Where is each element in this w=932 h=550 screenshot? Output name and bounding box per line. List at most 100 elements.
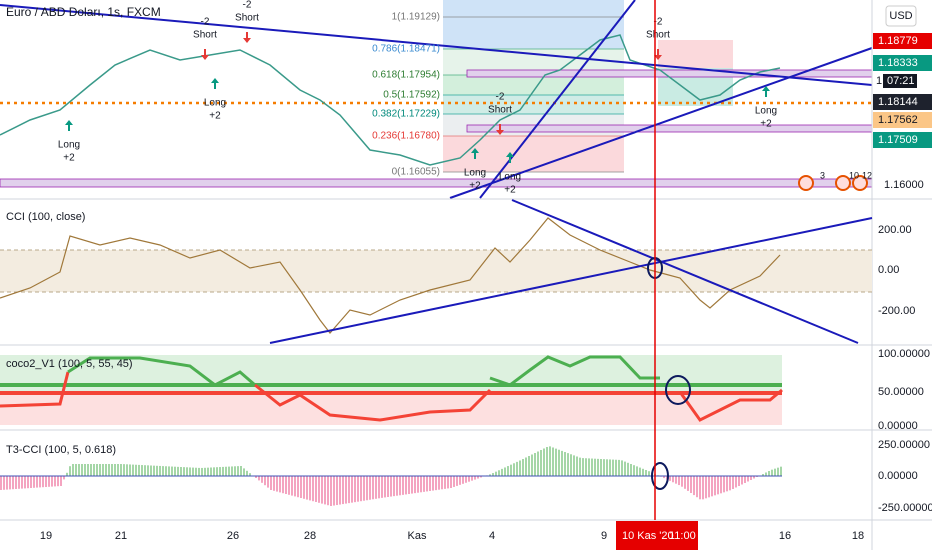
hist-bar <box>681 476 683 487</box>
hist-bar <box>141 465 143 476</box>
trendline <box>269 217 873 344</box>
fib-label: 0.5(1.17592) <box>383 90 440 101</box>
hist-bar <box>774 468 776 476</box>
hist-bar <box>201 467 203 476</box>
hist-bar <box>393 476 395 497</box>
hist-bar <box>570 454 572 476</box>
hist-bar <box>705 476 707 499</box>
hist-bar <box>75 464 77 476</box>
hist-bar <box>126 464 128 476</box>
hist-bar <box>114 464 116 476</box>
coco-line <box>67 356 256 387</box>
hist-bar <box>699 476 701 500</box>
hist-bar <box>438 476 440 490</box>
hist-bar <box>693 476 695 496</box>
cci-band <box>0 250 872 292</box>
hist-bar <box>462 476 464 484</box>
hist-bar <box>93 464 95 476</box>
signal-top: Long <box>499 172 521 183</box>
hist-bar <box>444 476 446 489</box>
hist-bar <box>564 452 566 476</box>
hist-bar <box>282 476 284 494</box>
hist-bar <box>279 476 281 493</box>
hist-bar <box>750 476 752 480</box>
signal-bottom: Short <box>235 13 259 24</box>
fib-label: 0(1.16055) <box>392 167 440 178</box>
coco-line <box>678 388 783 422</box>
hist-bar <box>729 476 731 491</box>
hist-bar <box>27 476 29 489</box>
hist-bar <box>372 476 374 500</box>
hist-bar <box>732 476 734 489</box>
hist-bar <box>219 467 221 476</box>
hist-bar <box>360 476 362 502</box>
price-tag <box>873 112 932 128</box>
hist-bar <box>51 476 53 487</box>
hist-bar <box>636 466 638 476</box>
hist-bar <box>411 476 413 494</box>
price-tag <box>873 55 932 71</box>
fib-label: 0.618(1.17954) <box>372 70 440 81</box>
annotation-circle <box>651 462 669 490</box>
price-label: 1.18144 <box>878 96 918 108</box>
hist-bar <box>33 476 35 488</box>
hist-bar <box>642 468 644 476</box>
hist-bar <box>210 467 212 476</box>
hist-bar <box>513 463 515 476</box>
hist-bar <box>213 467 215 476</box>
pane-axis-label: -200.00 <box>878 305 915 317</box>
hist-bar <box>357 476 359 502</box>
hist-bar <box>546 447 548 476</box>
currency-button[interactable] <box>885 5 917 27</box>
countdown-prefix: 1 <box>876 75 882 87</box>
hist-bar <box>42 476 44 488</box>
hist-bar <box>339 476 341 505</box>
event-label: 10 <box>849 170 859 180</box>
hist-bar <box>741 476 743 485</box>
hist-bar <box>450 476 452 488</box>
hist-bar <box>603 459 605 476</box>
hist-bar <box>297 476 299 498</box>
hist-bar <box>771 469 773 476</box>
hist-bar <box>435 476 437 491</box>
hist-bar <box>720 476 722 494</box>
signal-bottom: Short <box>488 105 512 116</box>
signal-top: -2 <box>201 17 210 28</box>
cursor-date: 10 Kas '20 <box>622 530 674 542</box>
coco-line <box>0 371 70 408</box>
fib-label: 0.382(1.17229) <box>372 109 440 120</box>
hist-bar <box>300 476 302 498</box>
hist-bar <box>249 473 251 476</box>
hist-bar <box>204 467 206 476</box>
hist-bar <box>99 464 101 476</box>
hist-bar <box>591 458 593 476</box>
price-label: 1.16000 <box>884 179 924 191</box>
hist-bar <box>441 476 443 490</box>
fib-label: 0.786(1.18471) <box>372 44 440 55</box>
hist-bar <box>159 465 161 476</box>
hist-bar <box>582 458 584 476</box>
hist-bar <box>24 476 26 489</box>
time-label: 16 <box>779 530 791 542</box>
price-label: 1.18333 <box>878 57 918 69</box>
hist-bar <box>165 466 167 476</box>
hist-bar <box>594 458 596 476</box>
hist-bar <box>480 476 482 478</box>
hist-bar <box>138 464 140 476</box>
hist-bar <box>489 474 491 476</box>
hist-bar <box>399 476 401 496</box>
signal-bottom: +2 <box>760 119 772 130</box>
signal-top: -2 <box>496 92 505 103</box>
time-label: Kas <box>408 530 427 542</box>
hist-bar <box>420 476 422 493</box>
hist-bar <box>309 476 311 501</box>
fib-label: 0.236(1.16780) <box>372 131 440 142</box>
hist-bar <box>567 453 569 476</box>
hist-bar <box>552 447 554 476</box>
signal-top: Long <box>755 106 777 117</box>
hist-bar <box>708 476 710 498</box>
signal-top: -2 <box>243 0 252 11</box>
hist-bar <box>198 467 200 476</box>
signal-arrow <box>762 86 770 97</box>
hist-bar <box>312 476 314 502</box>
